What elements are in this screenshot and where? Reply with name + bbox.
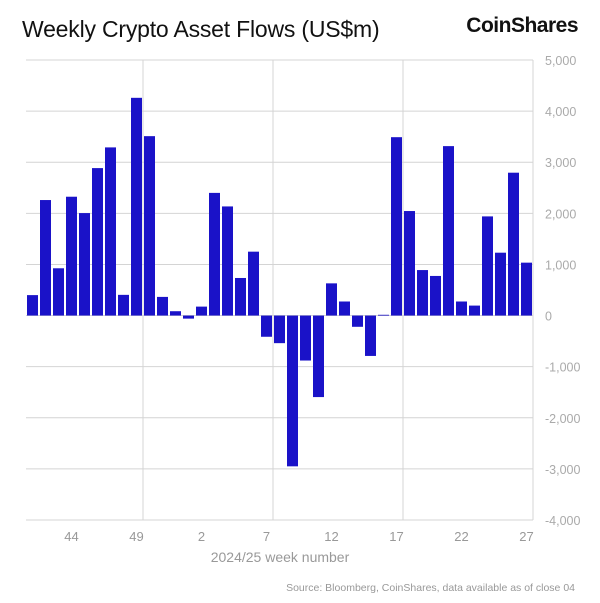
x-tick-label: 7 bbox=[263, 529, 270, 544]
y-tick-label: 5,000 bbox=[545, 54, 576, 68]
bar-week-3 bbox=[209, 192, 220, 316]
bar-week-1 bbox=[183, 315, 194, 319]
bar-week-49 bbox=[131, 97, 142, 316]
y-tick-label: -2,000 bbox=[545, 412, 580, 426]
bars bbox=[27, 97, 532, 467]
y-tick-label: -4,000 bbox=[545, 514, 580, 528]
bar-week-47 bbox=[105, 147, 116, 316]
bar-week-8 bbox=[274, 315, 285, 344]
coinshares-logo: CoinShares bbox=[466, 14, 578, 37]
x-tick-label: 49 bbox=[129, 529, 143, 544]
x-tick-label: 17 bbox=[389, 529, 403, 544]
x-tick-label: 12 bbox=[324, 529, 338, 544]
bar-week-48 bbox=[118, 294, 129, 316]
bar-week-27 bbox=[521, 262, 532, 316]
y-tick-label: -1,000 bbox=[545, 361, 580, 375]
bar-week-41 bbox=[27, 295, 38, 316]
bar-week-4 bbox=[222, 206, 233, 316]
bar-week-22 bbox=[456, 301, 467, 316]
bar-week-23 bbox=[469, 305, 480, 316]
y-axis-labels: 5,000 4,000 3,000 2,000 1,000 0 -1,000 -2,000 -3… bbox=[545, 54, 580, 528]
bar-week-5 bbox=[235, 277, 246, 316]
bar-week-43 bbox=[53, 268, 64, 316]
x-tick-label: 22 bbox=[454, 529, 468, 544]
bar-week-15 bbox=[365, 315, 376, 356]
bar-week-19 bbox=[417, 270, 428, 316]
bar-week-17 bbox=[391, 137, 402, 316]
bar-week-7 bbox=[261, 315, 272, 337]
x-tick-label: 2 bbox=[198, 529, 205, 544]
y-tick-label: -3,000 bbox=[545, 463, 580, 477]
bar-week-10 bbox=[300, 315, 311, 361]
y-tick-label: 4,000 bbox=[545, 105, 576, 119]
bar-week-42 bbox=[40, 200, 51, 316]
bar-week-50 bbox=[144, 136, 155, 316]
bar-week-11 bbox=[313, 315, 324, 398]
bar-week-45 bbox=[79, 213, 90, 316]
x-axis-title: 2024/25 week number bbox=[211, 549, 350, 565]
bar-week-6 bbox=[248, 251, 259, 316]
bar-week-21 bbox=[443, 146, 454, 316]
bar-week-9 bbox=[287, 315, 298, 467]
bar-week-24 bbox=[482, 216, 493, 316]
source-note: Source: Bloomberg, CoinShares, data avai… bbox=[286, 582, 575, 594]
y-tick-label: 2,000 bbox=[545, 207, 576, 221]
bar-week-46 bbox=[92, 168, 103, 316]
chart-title: Weekly Crypto Asset Flows (US$m) bbox=[22, 16, 380, 42]
y-tick-label: 0 bbox=[545, 310, 552, 324]
bar-week-2 bbox=[196, 306, 207, 316]
bar-week-44 bbox=[66, 196, 77, 316]
y-tick-label: 1,000 bbox=[545, 258, 576, 272]
bar-week-26 bbox=[508, 172, 519, 316]
x-axis-labels: 44 49 2 7 12 17 22 27 bbox=[64, 529, 533, 544]
bar-week-18 bbox=[404, 211, 415, 316]
x-tick-label: 44 bbox=[64, 529, 78, 544]
bar-week-20 bbox=[430, 275, 441, 316]
bar-week-16 bbox=[378, 314, 389, 316]
x-tick-label: 27 bbox=[519, 529, 533, 544]
bar-week-25 bbox=[495, 252, 506, 316]
y-tick-label: 3,000 bbox=[545, 156, 576, 170]
bar-week-51 bbox=[157, 296, 168, 316]
bar-week-14 bbox=[352, 315, 363, 327]
bar-week-12 bbox=[326, 283, 337, 316]
bar-week-52 bbox=[170, 311, 181, 316]
bar-week-13 bbox=[339, 301, 350, 316]
